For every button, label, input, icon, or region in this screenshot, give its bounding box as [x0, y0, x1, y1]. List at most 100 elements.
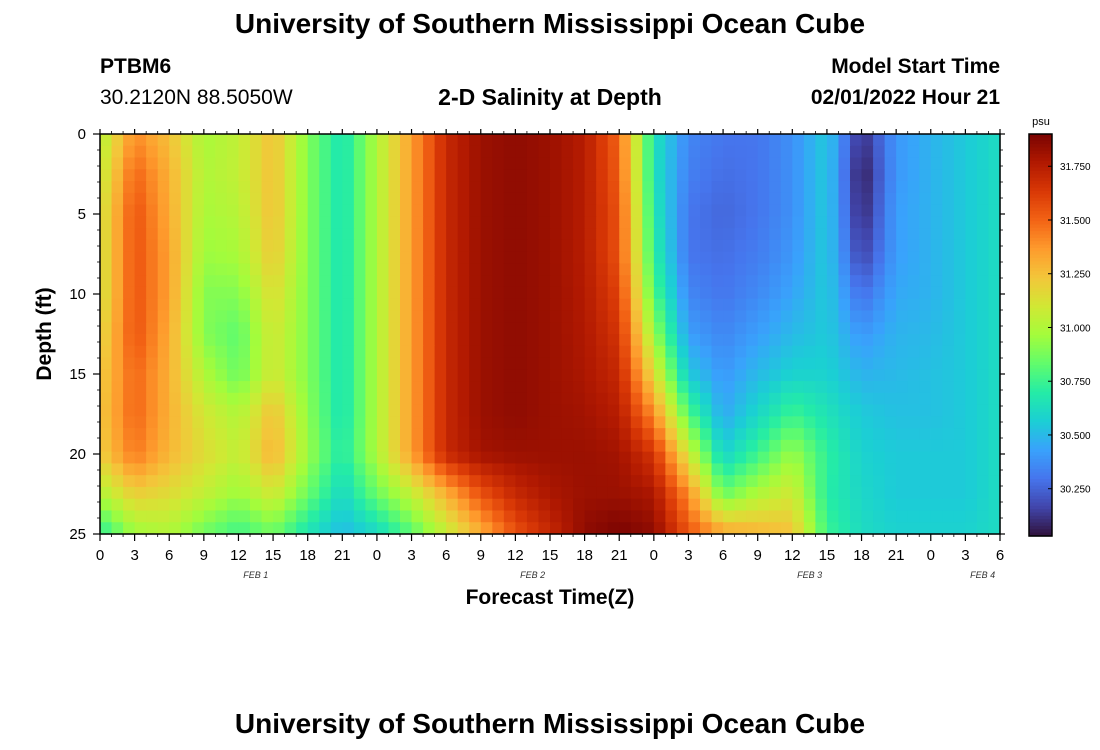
- heatmap-cell: [457, 228, 470, 241]
- heatmap-cell: [319, 475, 332, 488]
- heatmap-cell: [653, 369, 666, 382]
- heatmap-cell: [769, 298, 782, 312]
- heatmap-cell: [723, 263, 736, 276]
- heatmap-cell: [873, 463, 886, 476]
- heatmap-cell: [423, 134, 436, 147]
- heatmap-cell: [953, 251, 966, 265]
- x-tick-label: 6: [442, 547, 450, 564]
- heatmap-cell: [400, 498, 413, 512]
- heatmap-cell: [169, 463, 182, 476]
- heatmap-cell: [642, 157, 655, 170]
- heatmap-cell: [446, 275, 459, 288]
- heatmap-cell: [273, 510, 286, 523]
- heatmap-cell: [561, 169, 574, 182]
- heatmap-cell: [861, 451, 874, 465]
- heatmap-cell: [353, 369, 366, 382]
- heatmap-cell: [515, 275, 528, 288]
- heatmap-cell: [457, 475, 470, 488]
- heatmap-cell: [700, 345, 713, 359]
- heatmap-cell: [503, 145, 516, 159]
- heatmap-cell: [746, 275, 759, 288]
- heatmap-cell: [757, 357, 770, 370]
- heatmap-cell: [180, 522, 193, 535]
- heatmap-cell: [803, 510, 816, 523]
- heatmap-cell: [250, 251, 263, 265]
- heatmap-cell: [734, 157, 747, 170]
- x-tick-label: 21: [611, 547, 628, 564]
- colorbar-segment: [1029, 254, 1052, 259]
- colorbar-segment: [1029, 385, 1052, 390]
- heatmap-cell: [446, 322, 459, 335]
- colorbar-segment: [1029, 324, 1052, 329]
- heatmap-cell: [169, 522, 182, 535]
- heatmap-cell: [826, 463, 840, 476]
- heatmap-cell: [700, 275, 713, 288]
- heatmap-cell: [146, 510, 159, 523]
- heatmap-cell: [988, 381, 1001, 394]
- heatmap-cell: [815, 157, 828, 170]
- heatmap-cell: [180, 416, 193, 429]
- heatmap-cell: [203, 216, 216, 229]
- heatmap-cell: [942, 192, 955, 206]
- axes: 0 3 6 9 12 15 18 21 0 3 6 9 12 15 18 21 0 3 6 9 12 15 18 21 0 3 6F…: [69, 126, 1005, 580]
- heatmap-cell: [757, 181, 770, 194]
- heatmap-cell: [388, 428, 401, 441]
- heatmap-cell: [123, 192, 136, 206]
- heatmap-cell: [319, 239, 332, 253]
- heatmap-cell: [619, 169, 632, 182]
- heatmap-cell: [480, 134, 493, 147]
- heatmap-cell: [411, 239, 424, 253]
- heatmap-cell: [953, 169, 966, 182]
- heatmap-cell: [596, 381, 609, 394]
- heatmap-cell: [423, 322, 436, 335]
- heatmap-cell: [180, 275, 193, 288]
- heatmap-cell: [319, 510, 332, 523]
- heatmap-cell: [780, 275, 793, 288]
- heatmap-cell: [815, 192, 828, 206]
- heatmap-cell: [653, 134, 666, 147]
- heatmap-cell: [942, 251, 955, 265]
- heatmap-cell: [711, 145, 724, 159]
- heatmap-cell: [330, 251, 343, 265]
- heatmap-cell: [296, 486, 309, 500]
- heatmap-cell: [469, 475, 482, 488]
- heatmap-cell: [561, 263, 574, 276]
- x-date-label: FEB 2: [520, 570, 545, 580]
- heatmap-cell: [376, 345, 390, 359]
- heatmap-cell: [169, 192, 182, 206]
- heatmap-cell: [526, 428, 540, 441]
- heatmap-cell: [469, 134, 482, 147]
- heatmap-cell: [630, 157, 643, 170]
- heatmap-cell: [907, 239, 920, 253]
- heatmap-cell: [953, 392, 966, 406]
- heatmap-cell: [526, 334, 540, 347]
- heatmap-cell: [642, 498, 655, 512]
- heatmap-cell: [815, 181, 828, 194]
- heatmap-cell: [550, 286, 563, 300]
- heatmap-cell: [400, 404, 413, 417]
- heatmap-cell: [353, 192, 366, 206]
- heatmap-cell: [503, 169, 516, 182]
- heatmap-cell: [723, 169, 736, 182]
- heatmap-cell: [157, 322, 170, 335]
- colorbar-segment: [1029, 502, 1052, 507]
- heatmap-cell: [423, 392, 436, 406]
- heatmap-cell: [665, 498, 678, 512]
- heatmap-cell: [376, 192, 390, 206]
- heatmap-cell: [642, 475, 655, 488]
- heatmap-cell: [596, 157, 609, 170]
- heatmap-cell: [803, 239, 816, 253]
- heatmap-cell: [584, 204, 597, 217]
- heatmap-cell: [226, 404, 240, 417]
- heatmap-cell: [584, 334, 597, 347]
- heatmap-cell: [134, 404, 147, 417]
- heatmap-cell: [769, 369, 782, 382]
- heatmap-cell: [942, 428, 955, 441]
- heatmap-cell: [342, 475, 355, 488]
- heatmap-cell: [596, 498, 609, 512]
- colorbar-segment: [1029, 425, 1052, 430]
- heatmap-cell: [723, 428, 736, 441]
- heatmap-cell: [134, 392, 147, 406]
- heatmap-cell: [319, 169, 332, 182]
- colorbar-segment: [1029, 204, 1052, 209]
